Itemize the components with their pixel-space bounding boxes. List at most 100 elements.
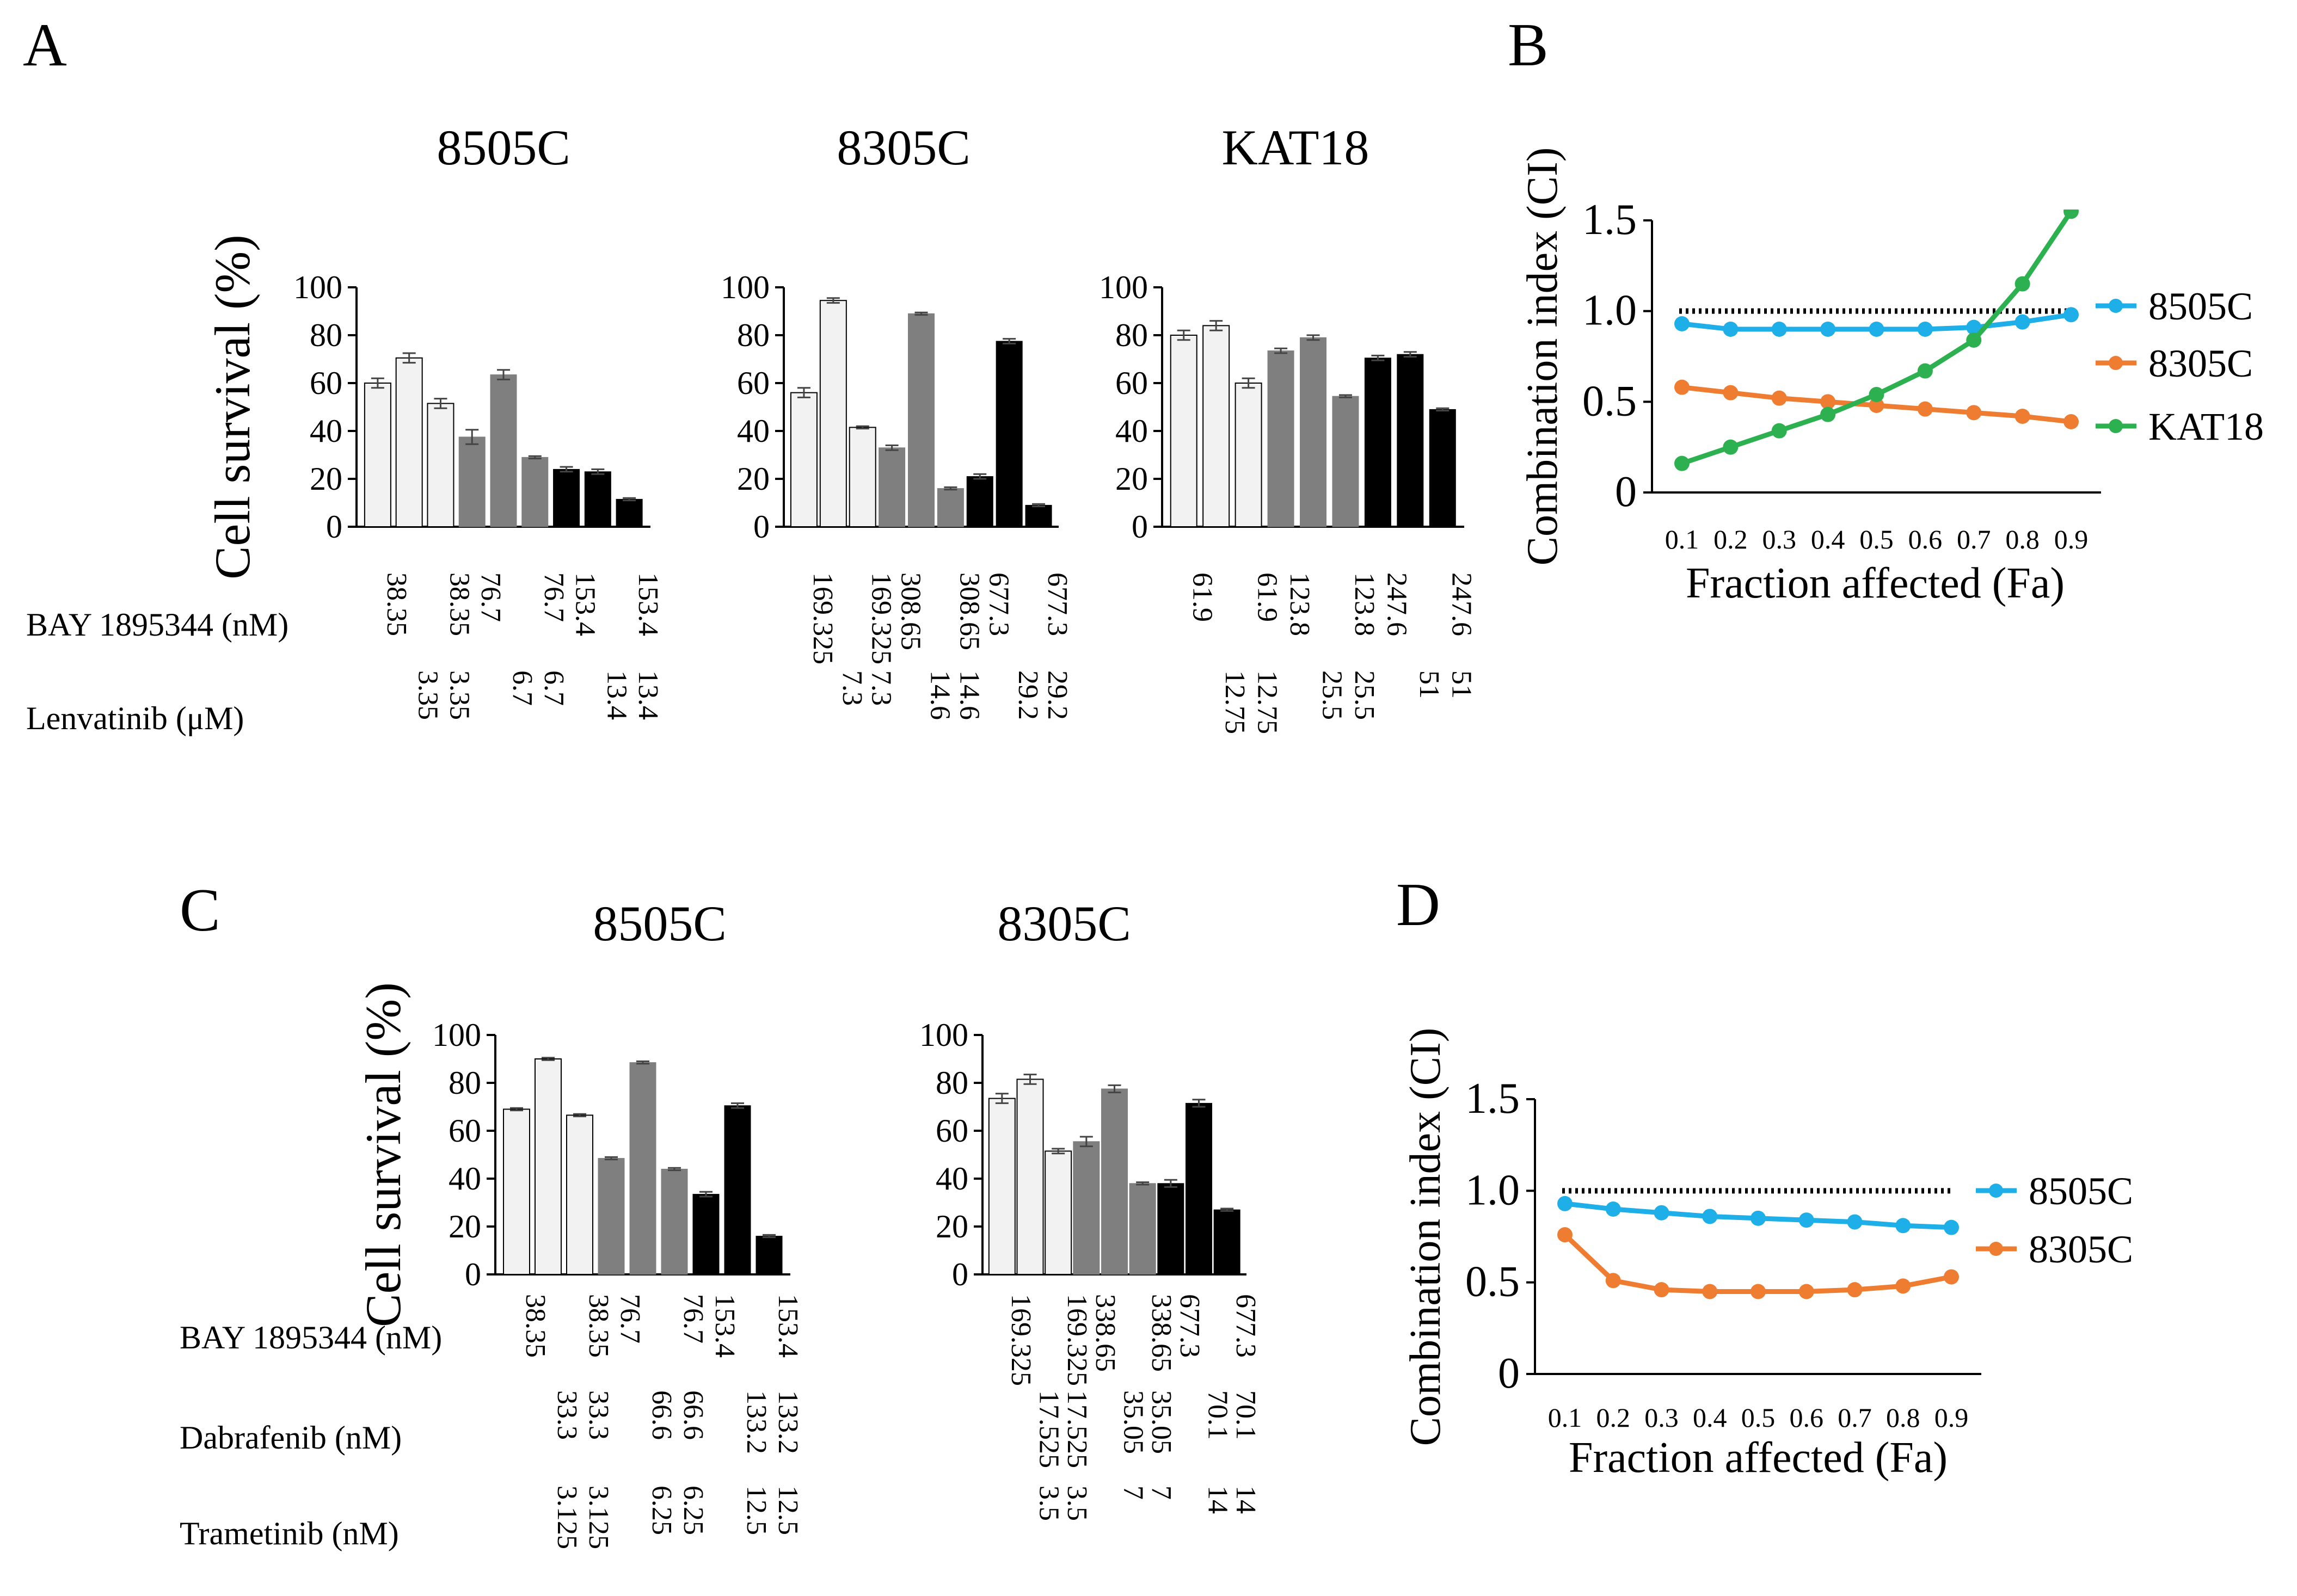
panel-label-d: D xyxy=(1396,871,1440,939)
y-tick-label: 40 xyxy=(737,413,770,449)
y-axis-label: Cell survival (%) xyxy=(205,235,260,580)
dose-value: 133.2 xyxy=(741,1390,772,1454)
bar xyxy=(1186,1102,1212,1275)
data-point xyxy=(1723,385,1739,400)
dose-value: 12.5 xyxy=(772,1486,803,1535)
bar xyxy=(937,488,964,527)
dose-value: 14 xyxy=(1230,1486,1261,1514)
y-tick-label: 60 xyxy=(737,365,770,401)
x-tick-label: 0.8 xyxy=(2005,524,2040,554)
bar xyxy=(1213,1209,1240,1275)
bar xyxy=(1429,409,1456,527)
data-point xyxy=(1895,1278,1911,1294)
dose-value: 7 xyxy=(1146,1486,1177,1500)
x-tick-label: 0.2 xyxy=(1596,1402,1631,1433)
y-tick-label: 60 xyxy=(936,1113,968,1149)
panel-label-c: C xyxy=(180,877,220,944)
dose-value: 308.65 xyxy=(954,572,985,650)
dose-value: 38.35 xyxy=(444,572,475,636)
chart-title: 8305C xyxy=(997,896,1131,951)
dose-value: 76.7 xyxy=(615,1294,646,1344)
dose-value: 308.65 xyxy=(895,572,926,650)
bar xyxy=(1332,396,1359,527)
dose-value: 35.05 xyxy=(1118,1390,1149,1454)
bar xyxy=(1025,504,1052,527)
y-axis-label: Combination index (CI) xyxy=(1402,1028,1450,1446)
dose-value: 38.35 xyxy=(381,572,412,636)
dose-value: 14 xyxy=(1202,1486,1233,1514)
data-point xyxy=(1771,423,1787,439)
y-tick-label: 20 xyxy=(449,1209,481,1244)
dose-value: 51 xyxy=(1414,670,1445,699)
legend-label: 8505C xyxy=(2148,285,2253,328)
dose-value: 25.5 xyxy=(1317,670,1348,720)
bar xyxy=(1101,1088,1128,1275)
data-point xyxy=(1702,1284,1718,1299)
dose-row-label: Dabrafenib (nM) xyxy=(180,1420,402,1456)
dose-value: 25.5 xyxy=(1349,670,1380,720)
y-tick-label: 80 xyxy=(449,1065,481,1101)
dose-value: 6.7 xyxy=(538,670,569,706)
dose-value: 33.3 xyxy=(583,1390,614,1440)
bar xyxy=(566,1114,593,1275)
dose-value: 153.4 xyxy=(709,1294,740,1358)
bar xyxy=(521,457,549,527)
data-point xyxy=(1798,1284,1814,1299)
dose-value: 12.75 xyxy=(1252,670,1283,734)
bar xyxy=(616,498,643,527)
data-point xyxy=(1917,401,1933,417)
dose-value: 169.325 xyxy=(866,572,897,664)
y-tick-label: 100 xyxy=(721,269,770,305)
dose-row-label: BAY 1895344 (nM) xyxy=(180,1320,442,1355)
data-point xyxy=(1869,387,1884,402)
legend-label: 8305C xyxy=(2148,342,2253,385)
bar xyxy=(849,427,876,528)
series-8505c xyxy=(1674,307,2079,337)
legend-marker xyxy=(2109,299,2123,313)
data-point xyxy=(1605,1273,1621,1289)
data-point xyxy=(1751,1210,1766,1226)
dose-value: 70.1 xyxy=(1230,1390,1261,1440)
x-tick-label: 0.9 xyxy=(1934,1402,1969,1433)
data-point xyxy=(1869,398,1884,413)
bar xyxy=(966,476,993,527)
data-point xyxy=(1723,322,1739,337)
data-point xyxy=(1966,332,1982,348)
dose-value: 3.5 xyxy=(1034,1486,1065,1521)
dose-value: 153.4 xyxy=(570,572,601,636)
dose-value: 76.7 xyxy=(538,572,569,622)
y-tick-label: 100 xyxy=(432,1017,481,1053)
line-chart-b-ci: 0 0.5 1.0 1.5 0.1 0.2 0.3 0.4 0.5 0.6 0.7 0.8 0.9 Fra… xyxy=(1519,147,2264,607)
dose-value: 17.525 xyxy=(1061,1390,1092,1468)
data-point xyxy=(2015,409,2030,424)
data-point xyxy=(1723,439,1739,455)
data-point xyxy=(1869,322,1884,337)
dose-value: 66.6 xyxy=(646,1390,677,1440)
x-tick-label: 0.6 xyxy=(1908,524,1943,554)
bar xyxy=(1170,335,1197,527)
bar xyxy=(553,469,580,527)
dose-row-label: BAY 1895344 (nM) xyxy=(26,607,288,643)
legend-marker xyxy=(1989,1242,2003,1256)
dose-value: 61.9 xyxy=(1252,572,1283,622)
dose-value: 76.7 xyxy=(678,1294,709,1344)
dose-value: 677.3 xyxy=(1174,1294,1205,1358)
dose-value: 61.9 xyxy=(1187,572,1218,622)
y-tick-label: 1.0 xyxy=(1582,287,1637,335)
data-point xyxy=(1798,1212,1814,1228)
data-point xyxy=(1702,1209,1718,1224)
bar xyxy=(535,1058,562,1275)
y-tick-label: 0 xyxy=(465,1256,481,1292)
legend-label: KAT18 xyxy=(2148,405,2264,448)
dose-value: 6.7 xyxy=(507,670,538,706)
bar xyxy=(503,1108,530,1275)
dose-value: 7 xyxy=(1118,1486,1149,1500)
data-point xyxy=(1966,405,1982,421)
data-point xyxy=(1654,1205,1669,1221)
x-tick-label: 0.3 xyxy=(1644,1402,1679,1433)
dose-value: 677.3 xyxy=(983,572,1014,636)
dose-value: 123.8 xyxy=(1284,572,1315,636)
data-point xyxy=(2015,314,2030,330)
